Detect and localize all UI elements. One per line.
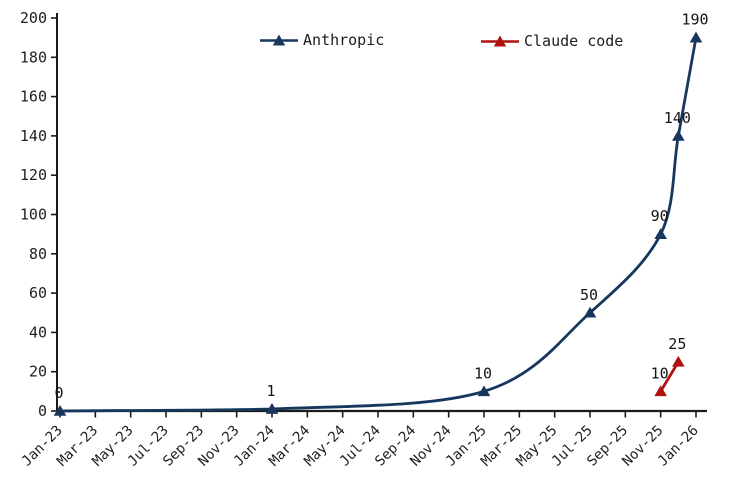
anthropic-point-marker	[477, 385, 491, 397]
x-axis-ticks: Jan-23Mar-23May-23Jul-23Sep-23Nov-23Jan-…	[19, 411, 702, 470]
anthropic-data-label: 90	[651, 207, 669, 225]
claude-code-data-label: 10	[651, 364, 669, 382]
anthropic-point-marker	[53, 405, 67, 416]
anthropic-point-marker	[689, 31, 703, 43]
anthropic-series-marker-icon	[260, 34, 298, 45]
y-tick-label: 0	[38, 402, 47, 420]
y-tick-label: 100	[20, 206, 47, 224]
anthropic-data-label: 190	[681, 11, 708, 29]
y-tick-label: 120	[20, 166, 47, 184]
series-anthropic: 0 1 10 50 90 140 190	[53, 11, 709, 416]
anthropic-data-label: 10	[474, 364, 492, 382]
claude-code-series-marker-icon	[481, 35, 519, 46]
y-tick-label: 60	[29, 284, 47, 302]
y-tick-label: 140	[20, 127, 47, 145]
anthropic-data-label: 50	[580, 286, 598, 304]
anthropic-point-marker	[583, 306, 597, 318]
y-tick-label: 20	[29, 363, 47, 381]
legend-item-anthropic: Anthropic	[260, 32, 384, 48]
legend-label-anthropic: Anthropic	[303, 31, 385, 49]
y-tick-label: 200	[20, 9, 47, 27]
claude-code-point-marker	[654, 385, 667, 397]
anthropic-data-label: 0	[54, 384, 63, 402]
anthropic-point-marker	[672, 129, 685, 141]
claude-code-line	[659, 360, 680, 393]
legend-label-claude-code: Claude code	[524, 32, 624, 50]
claude-code-point-marker	[672, 355, 685, 367]
series-claude-code: 10 25	[651, 335, 686, 397]
claude-code-data-label: 25	[668, 335, 686, 353]
y-tick-label: 180	[20, 48, 47, 66]
anthropic-line	[58, 36, 698, 413]
anthropic-point-marker	[654, 228, 667, 239]
y-tick-label: 40	[29, 323, 47, 341]
anthropic-data-label: 1	[266, 382, 275, 400]
legend-item-claude-code: Claude code	[481, 33, 623, 49]
anthropic-data-label: 140	[664, 109, 691, 127]
y-tick-label: 160	[20, 88, 47, 106]
y-tick-label: 80	[29, 245, 47, 263]
anthropic-point-marker	[265, 403, 279, 414]
y-axis-ticks: 0 20 40 60 80 100 120 140 160 180 200	[20, 9, 57, 420]
